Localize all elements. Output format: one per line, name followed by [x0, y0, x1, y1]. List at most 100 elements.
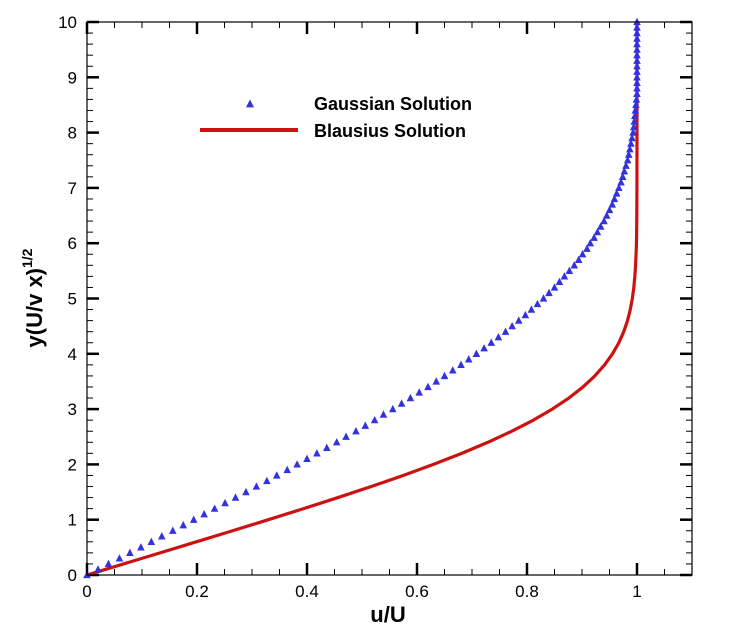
gaussian-point [210, 504, 219, 512]
svg-text:y(U/v x)1/2: y(U/v x)1/2 [19, 248, 47, 347]
gaussian-point [633, 89, 641, 98]
gaussian-point [424, 382, 432, 391]
gaussian-point [521, 310, 530, 319]
gaussian-point [623, 156, 632, 164]
gaussian-point [242, 487, 250, 496]
gaussian-point [169, 526, 177, 534]
gaussian-point [397, 399, 406, 407]
gaussian-point [514, 316, 523, 324]
series-line-blausius [86, 22, 639, 577]
gaussian-point [615, 183, 623, 192]
y-axis-title-main: y(U/v x) [22, 268, 47, 347]
gaussian-point [618, 172, 627, 180]
gaussian-point [583, 244, 591, 252]
gaussian-point [221, 498, 229, 507]
y-tick-label: 9 [68, 68, 77, 87]
gaussian-point [480, 344, 488, 352]
y-tick-label: 8 [68, 124, 77, 143]
gaussian-point [527, 305, 536, 313]
plot-frame [86, 21, 693, 576]
gaussian-point [626, 144, 634, 153]
gaussian-point [406, 393, 415, 402]
gaussian-point [586, 239, 595, 247]
gaussian-point [370, 415, 379, 424]
gaussian-point [379, 410, 388, 418]
gaussian-point [472, 349, 481, 357]
gaussian-point [630, 117, 639, 125]
gaussian-point [115, 554, 124, 562]
gaussian-point [342, 432, 350, 440]
y-tick-label: 2 [68, 455, 77, 474]
gaussian-point [94, 565, 102, 573]
gaussian-point [158, 532, 166, 540]
gaussian-point [352, 427, 360, 435]
gaussian-point [633, 56, 641, 64]
y-tick-label: 10 [58, 13, 77, 32]
gaussian-point [605, 205, 614, 214]
y-tick-label: 0 [68, 566, 77, 585]
legend-triangle-icon [245, 99, 255, 108]
gaussian-point [432, 377, 441, 385]
gaussian-point [565, 266, 574, 274]
gaussian-point [415, 388, 423, 396]
y-tick-label: 4 [68, 345, 77, 364]
gaussian-point [263, 476, 271, 485]
gaussian-point [631, 111, 639, 120]
tick-marks [85, 20, 693, 577]
gaussian-point [596, 222, 605, 230]
legend: Gaussian Solution Blausius Solution [200, 94, 472, 141]
series-layer [83, 17, 641, 579]
x-tick-label: 0.2 [185, 582, 209, 601]
gaussian-point [313, 449, 321, 457]
gaussian-point [252, 482, 261, 490]
gaussian-point [487, 338, 496, 346]
gaussian-point [457, 360, 465, 369]
gaussian-point [633, 28, 641, 37]
gaussian-point [104, 559, 113, 568]
gaussian-point [189, 515, 198, 523]
gaussian-point [361, 421, 370, 429]
y-tick-label: 6 [68, 234, 77, 253]
gaussian-point [179, 521, 188, 529]
gaussian-point [622, 161, 630, 169]
gaussian-point [570, 261, 579, 269]
legend-marker-gaussian [245, 99, 255, 108]
gaussian-point [323, 443, 331, 451]
gaussian-point [137, 543, 145, 551]
gaussian-point [590, 233, 598, 241]
x-tick-label: 0.8 [515, 582, 539, 601]
gaussian-point [633, 34, 641, 42]
gaussian-point [627, 139, 635, 147]
legend-label-gaussian: Gaussian Solution [314, 94, 472, 114]
gaussian-point [303, 454, 311, 463]
gaussian-point [633, 39, 641, 48]
x-tick-label: 1 [632, 582, 641, 601]
gaussian-point [633, 50, 641, 59]
gaussian-point [283, 465, 291, 474]
gaussian-point [633, 67, 641, 75]
y-tick-label: 3 [68, 400, 77, 419]
legend-label-blausius: Blausius Solution [314, 121, 466, 141]
gaussian-point [574, 255, 583, 263]
gaussian-point [533, 299, 542, 308]
gaussian-point [632, 95, 641, 103]
gaussian-point [633, 73, 641, 81]
gaussian-point [560, 272, 569, 280]
gaussian-point [272, 471, 281, 479]
gaussian-point [617, 178, 625, 186]
gaussian-point [633, 84, 641, 92]
gaussian-point [633, 78, 641, 86]
y-axis-title-sup: 1/2 [19, 248, 35, 268]
gaussian-point [633, 23, 641, 31]
gaussian-point [629, 122, 638, 131]
y-tick-label: 5 [68, 290, 77, 309]
gaussian-point [593, 227, 602, 236]
gaussian-point [624, 150, 633, 158]
gaussian-point [200, 509, 208, 518]
y-tick-label: 7 [68, 179, 77, 198]
gaussian-point [332, 438, 341, 446]
gaussian-point [600, 216, 608, 225]
